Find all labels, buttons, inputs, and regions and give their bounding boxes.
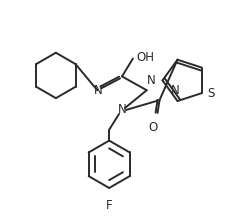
Text: N: N	[147, 74, 155, 87]
Text: O: O	[148, 121, 157, 134]
Text: OH: OH	[137, 51, 155, 64]
Text: N: N	[118, 104, 126, 117]
Text: N: N	[171, 84, 180, 97]
Text: F: F	[106, 199, 112, 212]
Text: N: N	[94, 84, 103, 97]
Text: S: S	[208, 87, 215, 100]
